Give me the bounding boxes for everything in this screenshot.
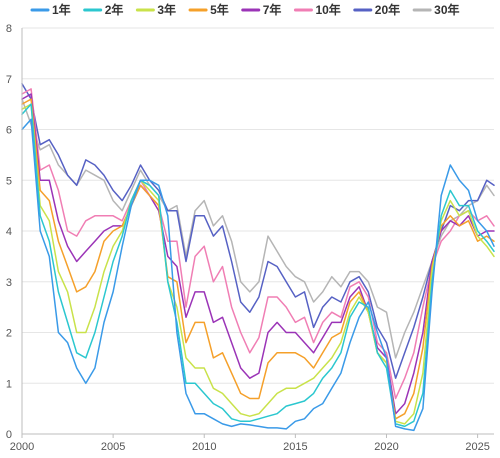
y-tick-label: 6 [6, 125, 12, 137]
x-tick-label: 2005 [101, 441, 125, 453]
series-line-1年 [21, 118, 495, 432]
y-tick-label: 7 [6, 74, 12, 86]
x-tick-label: 2025 [465, 441, 489, 453]
legend-label: 20年 [375, 2, 400, 17]
series-line-20年 [21, 83, 495, 379]
x-tick-label: 2010 [192, 441, 216, 453]
legend-item: 20年 [353, 2, 400, 17]
y-tick-label: 8 [6, 23, 12, 35]
y-tick-label: 3 [6, 277, 12, 289]
series-line-10年 [21, 88, 495, 400]
series-line-30年 [21, 98, 495, 359]
x-tick-label: 2020 [374, 441, 398, 453]
legend-item: 2年 [83, 2, 124, 17]
series-line-2年 [21, 103, 495, 428]
legend-label: 10年 [315, 2, 340, 17]
legend-item: 5年 [188, 2, 229, 17]
legend-label: 3年 [157, 2, 176, 17]
legend: 1年 2年 3年 5年 7年 10年 20年 30年 [30, 2, 460, 17]
legend-item: 30年 [412, 2, 460, 17]
legend-item: 3年 [135, 2, 176, 17]
y-tick-label: 0 [6, 429, 12, 441]
y-tick-label: 1 [6, 378, 12, 390]
legend-label: 2年 [105, 2, 124, 17]
series-line-7年 [21, 93, 495, 415]
y-tick-label: 4 [6, 226, 12, 238]
legend-label: 7年 [263, 2, 282, 17]
x-tick-label: 2000 [10, 441, 34, 453]
legend-label: 30年 [434, 2, 459, 17]
legend-label: 1年 [52, 2, 71, 17]
series-lines [21, 83, 495, 432]
x-tick-label: 2015 [283, 441, 307, 453]
y-tick-label: 2 [6, 328, 12, 340]
legend-item: 1年 [30, 2, 71, 17]
legend-item: 10年 [293, 2, 341, 17]
legend-item: 7年 [241, 2, 282, 17]
y-tick-label: 5 [6, 175, 12, 187]
series-line-5年 [21, 98, 495, 420]
axes: 0 1 2 3 4 5 6 7 8 2000 2005 2010 2015 2020 2025 [6, 23, 494, 453]
legend-label: 5年 [210, 2, 229, 17]
series-line-3年 [21, 103, 495, 425]
